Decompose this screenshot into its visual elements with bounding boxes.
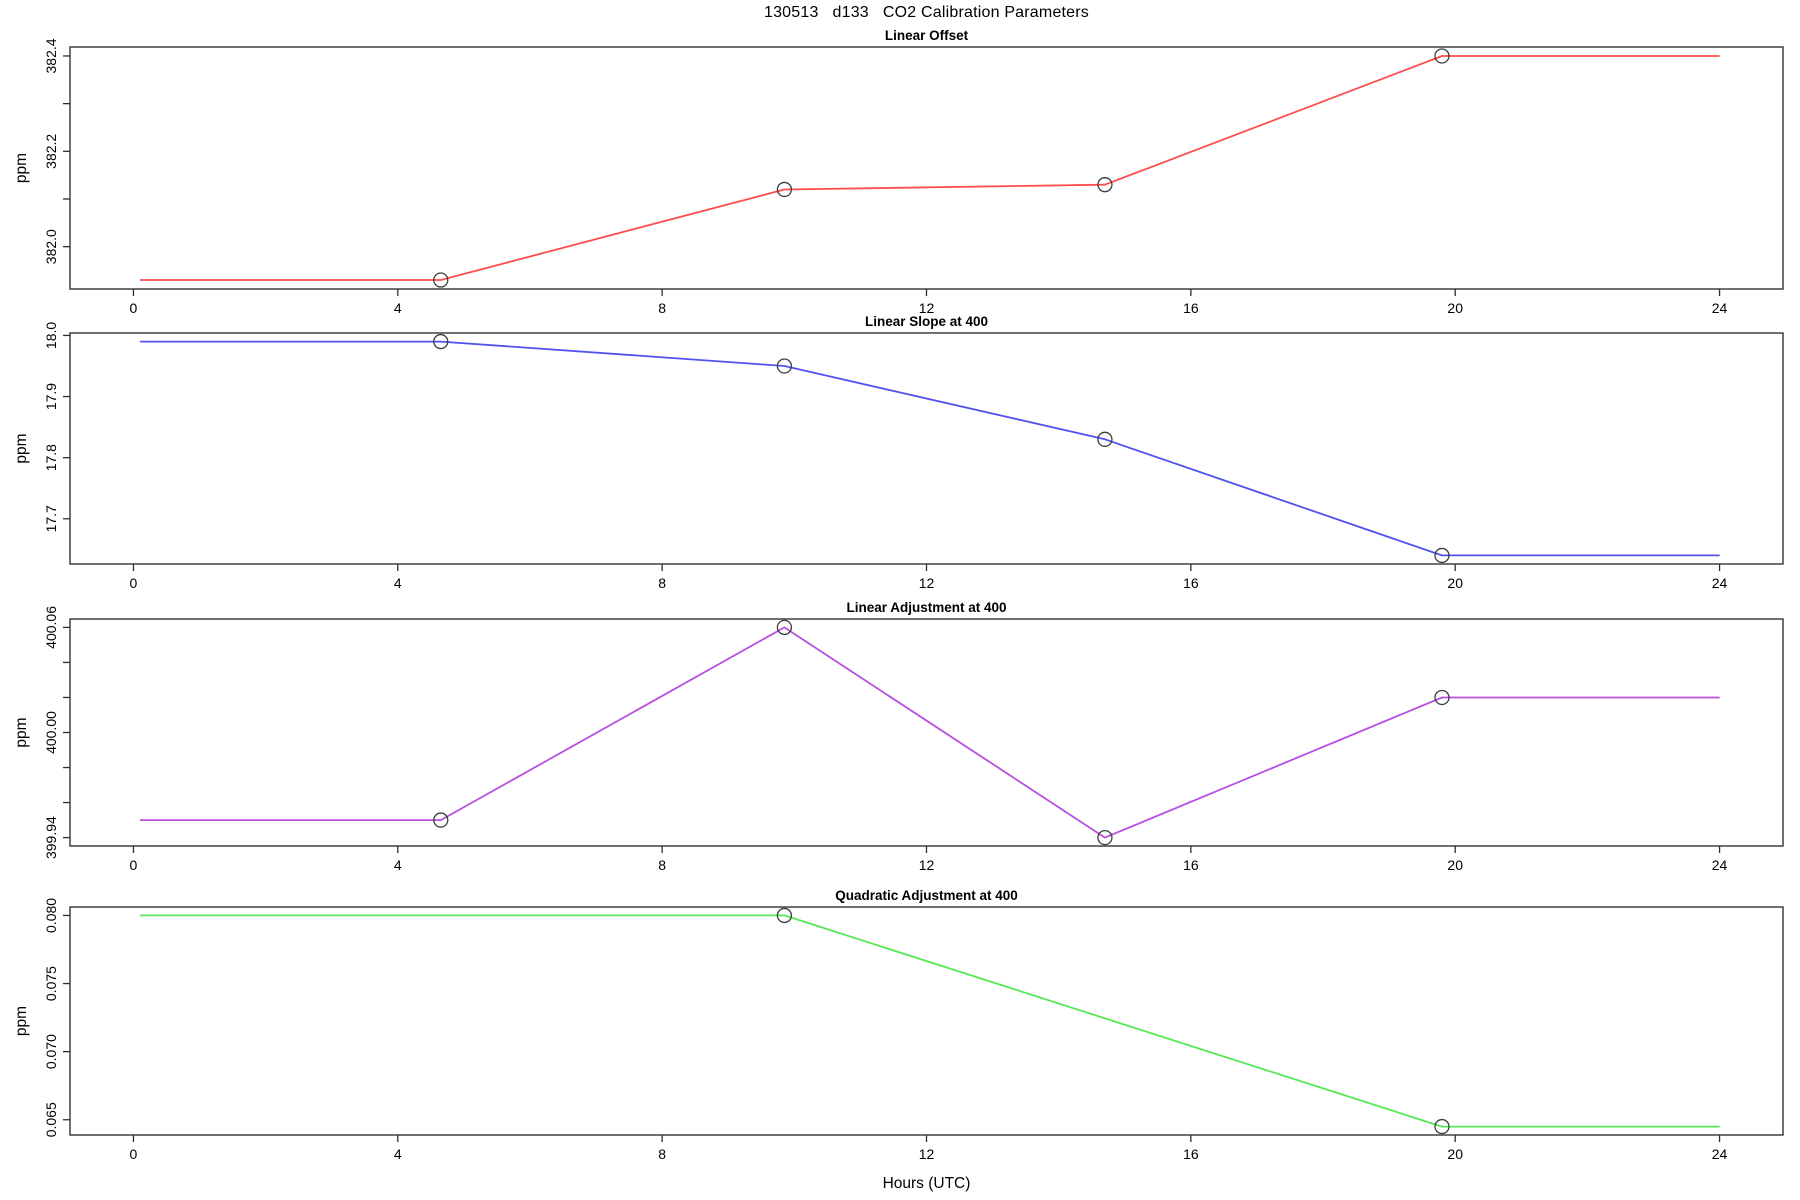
- x-tick-label: 0: [130, 1146, 138, 1162]
- x-tick-label: 4: [394, 575, 402, 591]
- x-tick-label: 24: [1712, 1146, 1728, 1162]
- y-axis-label: ppm: [13, 1006, 30, 1036]
- x-tick-label: 20: [1447, 300, 1463, 316]
- series-line: [140, 626, 1720, 839]
- y-tick-label: 0.080: [43, 898, 59, 933]
- data-point-marker: [776, 181, 793, 198]
- y-tick-label: 400.00: [43, 711, 59, 754]
- x-tick-label: 24: [1712, 575, 1728, 591]
- y-tick-label: 18.0: [43, 322, 59, 349]
- data-point-marker: [1434, 1118, 1450, 1135]
- y-tick-label: 17.8: [43, 444, 59, 471]
- x-tick-label: 16: [1183, 1146, 1199, 1162]
- y-tick-label: 0.070: [43, 1034, 59, 1069]
- y-tick-label: 382.0: [43, 229, 59, 264]
- panel-box: [69, 46, 1784, 290]
- x-tick-label: 8: [658, 300, 666, 316]
- data-point-marker: [433, 812, 449, 828]
- y-axis-label: ppm: [13, 717, 30, 747]
- panel-box: [69, 906, 1784, 1136]
- x-tick-label: 24: [1712, 857, 1728, 873]
- data-point-marker: [1097, 177, 1113, 193]
- x-axis-label: Hours (UTC): [883, 1175, 971, 1192]
- y-tick-label: 382.4: [43, 38, 59, 73]
- panel-title: Quadratic Adjustment at 400: [835, 888, 1018, 903]
- panel-title: Linear Slope at 400: [865, 314, 988, 329]
- x-tick-label: 12: [919, 1146, 935, 1162]
- x-tick-label: 16: [1183, 575, 1199, 591]
- main-title: 130513 d133 CO2 Calibration Parameters: [763, 4, 1090, 21]
- x-tick-label: 4: [394, 300, 402, 316]
- x-tick-label: 0: [130, 575, 138, 591]
- data-point-marker: [1434, 547, 1450, 564]
- x-tick-label: 8: [658, 857, 666, 873]
- panel-box: [69, 618, 1784, 847]
- y-tick-label: 382.2: [43, 134, 59, 169]
- x-tick-label: 20: [1447, 575, 1463, 591]
- data-point-marker: [1097, 829, 1113, 846]
- x-tick-label: 20: [1447, 1146, 1463, 1162]
- x-tick-label: 24: [1712, 300, 1728, 316]
- y-tick-label: 17.7: [43, 505, 59, 532]
- x-tick-label: 12: [919, 575, 935, 591]
- y-tick-label: 0.065: [43, 1102, 59, 1137]
- panel-box: [69, 332, 1784, 565]
- series-line: [140, 55, 1720, 281]
- panel-title: Linear Offset: [885, 28, 969, 43]
- data-point-marker: [776, 358, 793, 374]
- y-axis-label: ppm: [13, 433, 30, 463]
- data-point-marker: [776, 619, 793, 636]
- y-tick-label: 0.075: [43, 966, 59, 1001]
- series-line: [140, 914, 1720, 1128]
- series-line: [140, 340, 1720, 557]
- x-tick-label: 20: [1447, 857, 1463, 873]
- data-point-marker: [433, 333, 449, 350]
- x-tick-label: 4: [394, 857, 402, 873]
- data-point-marker: [1097, 431, 1113, 447]
- x-tick-label: 8: [658, 1146, 666, 1162]
- x-tick-label: 16: [1183, 300, 1199, 316]
- x-tick-label: 16: [1183, 857, 1199, 873]
- y-tick-label: 399.94: [43, 816, 59, 859]
- data-point-marker: [1434, 48, 1450, 64]
- x-tick-label: 12: [919, 857, 935, 873]
- x-tick-label: 8: [658, 575, 666, 591]
- x-tick-label: 12: [919, 300, 935, 316]
- y-axis-label: ppm: [13, 153, 30, 183]
- data-point-marker: [776, 907, 793, 924]
- x-tick-label: 0: [130, 857, 138, 873]
- x-tick-label: 0: [130, 300, 138, 316]
- panel-title: Linear Adjustment at 400: [846, 600, 1006, 615]
- data-point-marker: [1434, 689, 1450, 706]
- y-tick-label: 17.9: [43, 383, 59, 410]
- data-point-marker: [433, 272, 449, 288]
- x-tick-label: 4: [394, 1146, 402, 1162]
- y-tick-label: 400.06: [43, 606, 59, 649]
